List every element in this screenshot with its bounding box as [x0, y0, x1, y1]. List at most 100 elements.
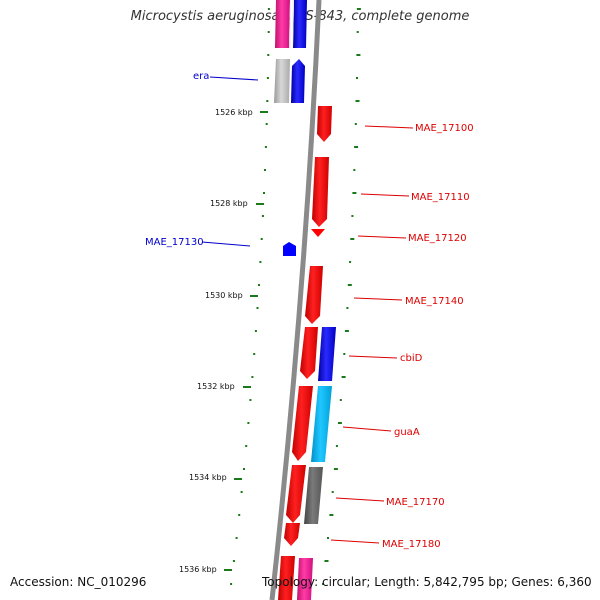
gc-dot-left: [238, 514, 241, 516]
gc-dot-right: [322, 583, 324, 585]
gene-pink-top-forward[interactable]: [275, 0, 290, 48]
leader-mae-17120: [357, 235, 407, 239]
gene-mae-17180[interactable]: [284, 523, 300, 546]
leader-era: [209, 76, 259, 81]
label-mae-17170[interactable]: MAE_17170: [386, 497, 445, 508]
leader-mae-17130: [201, 241, 251, 247]
label-era[interactable]: era: [193, 71, 209, 82]
gene-cbid[interactable]: [318, 327, 336, 381]
gene-mae-17140[interactable]: [305, 266, 323, 324]
gene-mae-17100[interactable]: [317, 106, 332, 142]
gene-mae-17170[interactable]: [304, 467, 323, 524]
gc-dot-left: [240, 491, 243, 493]
gene-labels: era MAE_17100 MAE_17110 MAE_17120 MAE_17…: [145, 71, 474, 550]
gene-pink-bottom-forward[interactable]: [297, 558, 313, 600]
leader-mae-17170: [335, 497, 385, 502]
gc-dot-left: [260, 238, 263, 240]
gc-dot-right: [353, 169, 356, 171]
gc-dot-left: [247, 422, 250, 424]
tick-label-1528: 1528 kbp: [210, 199, 248, 208]
gc-dot-right: [355, 100, 360, 102]
reverse-strand-genes: [278, 106, 336, 600]
gene-red-17170-left[interactable]: [286, 465, 306, 523]
gene-red-cbid-left[interactable]: [300, 327, 318, 379]
gc-dot-right: [337, 422, 342, 424]
gc-dot-right: [324, 560, 329, 562]
gc-dot-left: [266, 77, 269, 79]
leader-mae-17100: [364, 125, 414, 129]
gene-mae-17110[interactable]: [312, 157, 329, 227]
gc-dot-right: [327, 537, 329, 539]
label-mae-17130[interactable]: MAE_17130: [145, 237, 204, 248]
gene-red-guaA-left[interactable]: [292, 386, 313, 461]
gc-dot-left: [265, 123, 268, 125]
gc-dot-right: [347, 284, 352, 286]
gc-dot-right: [350, 238, 355, 240]
leader-guaa: [342, 426, 392, 432]
gc-dot-right: [346, 307, 349, 309]
gc-dot-left: [258, 284, 260, 286]
gc-dot-left: [243, 468, 245, 470]
gc-dot-left: [230, 583, 233, 585]
gc-dot-right: [339, 399, 342, 401]
label-mae-17140[interactable]: MAE_17140: [405, 296, 464, 307]
gene-mae-17130[interactable]: [283, 242, 296, 256]
tick-label-1530: 1530 kbp: [205, 291, 243, 300]
label-mae-17110[interactable]: MAE_17110: [411, 192, 470, 203]
gc-dot-right: [331, 491, 334, 493]
gene-red-bottom[interactable]: [278, 556, 295, 600]
gc-dot-right: [356, 77, 358, 79]
gc-dot-left: [261, 215, 264, 217]
gc-dot-right: [333, 468, 338, 470]
gene-light-top-forward[interactable]: [289, 0, 294, 48]
gc-dot-right: [352, 192, 357, 194]
label-mae-17120[interactable]: MAE_17120: [408, 233, 467, 244]
gc-dot-left: [249, 399, 252, 401]
gc-dot-tracks: [230, 8, 361, 585]
gc-dot-right: [329, 514, 334, 516]
gc-dot-right: [335, 445, 338, 447]
gc-dot-left: [264, 146, 267, 148]
gc-dot-left: [266, 100, 269, 102]
gene-mae-17120[interactable]: [311, 229, 325, 237]
gc-dot-left: [251, 376, 254, 378]
label-mae-17100[interactable]: MAE_17100: [415, 123, 474, 134]
gc-dot-right: [354, 123, 357, 125]
gc-dot-right: [351, 215, 354, 217]
gc-dot-left: [256, 307, 259, 309]
gc-dot-left: [254, 330, 257, 332]
gc-dot-right: [341, 376, 346, 378]
gene-blue-top-forward[interactable]: [293, 0, 307, 48]
gc-dot-right: [356, 31, 359, 33]
gc-dot-left: [264, 169, 266, 171]
accession-text: Accession: NC_010296: [10, 575, 147, 589]
gc-dot-left: [253, 353, 256, 355]
genome-backbone: [269, 0, 322, 600]
label-guaa[interactable]: guaA: [394, 427, 420, 438]
tick-label-1534: 1534 kbp: [189, 473, 227, 482]
tick-label-1526: 1526 kbp: [215, 108, 253, 117]
tick-label-1532: 1532 kbp: [197, 382, 235, 391]
gc-dot-right: [343, 353, 346, 355]
topology-text: Topology: circular; Length: 5,842,795 bp…: [262, 575, 592, 589]
gene-era[interactable]: [291, 59, 305, 103]
forward-strand-genes: [274, 0, 313, 600]
gc-dot-right: [344, 330, 349, 332]
leader-mae-17140: [353, 297, 403, 301]
gc-dot-right: [349, 261, 352, 263]
label-cbid[interactable]: cbiD: [400, 353, 423, 364]
gene-light-gray[interactable]: [274, 59, 290, 103]
gc-dot-left: [267, 8, 270, 10]
gc-dot-right: [356, 8, 361, 10]
gc-dot-left: [263, 192, 265, 194]
leader-mae-17180: [330, 539, 380, 544]
leader-cbid: [348, 355, 398, 359]
gc-dot-left: [267, 54, 270, 56]
gc-dot-left: [259, 261, 262, 263]
gc-dot-right: [354, 146, 359, 148]
label-mae-17180[interactable]: MAE_17180: [382, 539, 441, 550]
gc-dot-left: [232, 560, 235, 562]
gene-guaA[interactable]: [311, 386, 332, 462]
gc-dot-left: [267, 31, 270, 33]
